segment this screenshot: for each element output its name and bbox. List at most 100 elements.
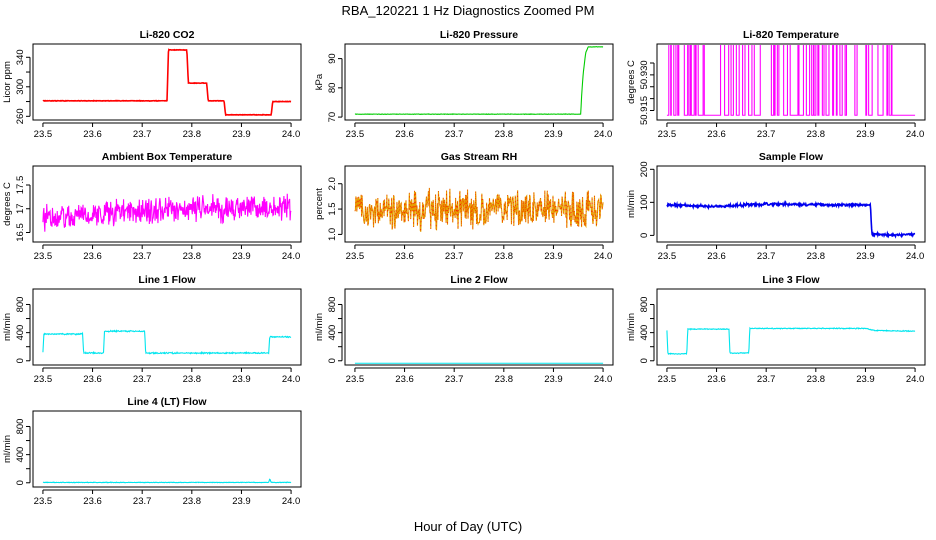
x-tick-label: 23.9 (856, 374, 875, 385)
y-tick-label: 340 (15, 49, 26, 65)
plot-frame (656, 165, 926, 243)
panel-title: Gas Stream RH (441, 151, 517, 163)
x-tick-label: 23.8 (183, 251, 202, 262)
x-tick-label: 24.0 (594, 129, 613, 140)
x-tick-label: 23.7 (133, 374, 152, 385)
y-axis: 0 400 800 (327, 297, 343, 363)
panel-title: Li-820 Temperature (743, 29, 839, 41)
panel-title: Line 3 Flow (762, 274, 820, 286)
plot-frame (344, 288, 614, 366)
data-series (42, 193, 292, 232)
x-tick-label: 23.7 (133, 129, 152, 140)
x-tick-label: 23.5 (658, 374, 677, 385)
series-group (354, 46, 604, 116)
y-axis: 0 400 800 (15, 297, 31, 363)
panel-line4: Line 4 (LT) Flow ml/min 23.5 23.6 23.7 23.8 23… (2, 396, 302, 507)
data-series (666, 200, 916, 239)
x-tick-label: 24.0 (282, 129, 301, 140)
x-tick-label: 23.7 (757, 129, 776, 140)
y-axis-label: Licor ppm (2, 61, 13, 103)
y-tick-label: 0 (639, 233, 650, 238)
x-tick-label: 23.7 (133, 251, 152, 262)
x-tick-label: 23.5 (658, 129, 677, 140)
data-series (666, 326, 916, 356)
figure-x-axis-label: Hour of Day (UTC) (414, 519, 522, 534)
x-tick-label: 23.8 (807, 374, 826, 385)
x-tick-label: 23.5 (658, 251, 677, 262)
series-group (354, 187, 604, 232)
series-group (42, 478, 292, 484)
series-group (666, 200, 916, 239)
panel-gas_rh: Gas Stream RH percent 23.5 23.6 23.7 23.8 23.9… (314, 151, 614, 262)
panel-title: Line 2 Flow (450, 274, 508, 286)
series-group (666, 326, 916, 356)
y-axis-label: degrees C (626, 60, 637, 104)
y-axis-label: ml/min (314, 313, 325, 341)
y-axis: 0 400 800 (15, 419, 31, 485)
y-tick-label: 800 (15, 419, 26, 435)
y-tick-label: 400 (327, 325, 338, 341)
y-tick-label: 400 (15, 447, 26, 463)
x-tick-label: 24.0 (906, 129, 925, 140)
panel-line3: Line 3 Flow ml/min 23.5 23.6 23.7 23.8 23.9 24.… (626, 274, 926, 385)
y-tick-label: 0 (639, 358, 650, 363)
x-axis: 23.5 23.6 23.7 23.8 23.9 24.0 (34, 367, 300, 385)
x-tick-label: 23.6 (83, 251, 102, 262)
panel-title: Line 4 (LT) Flow (127, 396, 207, 408)
y-tick-label: 0 (15, 358, 26, 363)
panel-title: Line 1 Flow (138, 274, 196, 286)
x-tick-label: 23.9 (544, 251, 563, 262)
y-axis: 1.0 1.5 2.0 (327, 177, 343, 241)
x-tick-label: 24.0 (906, 251, 925, 262)
x-tick-label: 23.6 (707, 251, 726, 262)
y-tick-label: 2.0 (327, 177, 338, 190)
x-tick-label: 23.9 (856, 129, 875, 140)
x-tick-label: 23.5 (34, 129, 53, 140)
series-group (42, 193, 292, 232)
x-tick-label: 23.5 (346, 374, 365, 385)
x-tick-label: 23.8 (495, 251, 514, 262)
x-tick-label: 23.9 (232, 251, 251, 262)
x-tick-label: 23.9 (232, 129, 251, 140)
y-tick-label: 0 (15, 480, 26, 485)
plot-frame (656, 43, 926, 121)
x-tick-label: 23.8 (495, 129, 514, 140)
y-tick-label: 0 (327, 358, 338, 363)
panel-title: Ambient Box Temperature (102, 151, 233, 163)
y-tick-label: 100 (639, 194, 650, 210)
series-group (666, 45, 916, 116)
data-series-accent (354, 187, 604, 232)
x-tick-label: 23.9 (856, 251, 875, 262)
data-series (354, 46, 604, 116)
x-axis: 23.5 23.6 23.7 23.8 23.9 24.0 (658, 367, 924, 385)
x-tick-label: 24.0 (282, 496, 301, 507)
x-tick-label: 23.6 (707, 374, 726, 385)
y-tick-label: 400 (639, 325, 650, 341)
x-tick-label: 23.8 (495, 374, 514, 385)
x-tick-label: 24.0 (594, 374, 613, 385)
x-tick-label: 23.8 (183, 129, 202, 140)
panel-line2: Line 2 Flow ml/min 23.5 23.6 23.7 23.8 23.9 24.… (314, 274, 614, 385)
y-tick-label: 800 (15, 297, 26, 313)
x-tick-label: 23.9 (232, 374, 251, 385)
y-axis-label: percent (314, 188, 325, 220)
x-tick-label: 24.0 (282, 251, 301, 262)
y-tick-label: 260 (15, 108, 26, 124)
x-axis: 23.5 23.6 23.7 23.8 23.9 24.0 (34, 489, 301, 507)
x-tick-label: 23.6 (83, 374, 102, 385)
x-tick-label: 23.7 (757, 251, 776, 262)
x-tick-label: 23.5 (34, 374, 53, 385)
y-tick-label: 300 (15, 79, 26, 95)
y-axis: 16.5 17 17.5 (15, 176, 31, 242)
x-tick-label: 23.9 (544, 129, 563, 140)
y-tick-label: 17 (15, 203, 26, 214)
panel-line1: Line 1 Flow ml/min 23.5 23.6 23.7 23.8 23.9 24.… (2, 274, 302, 385)
y-axis-label: ml/min (2, 435, 13, 463)
x-axis: 23.5 23.6 23.7 23.8 23.9 24.0 (658, 122, 925, 140)
y-axis-label: ml/min (626, 313, 637, 341)
y-tick-label: 50.930 (639, 60, 650, 89)
y-axis-label: ml/min (2, 313, 13, 341)
